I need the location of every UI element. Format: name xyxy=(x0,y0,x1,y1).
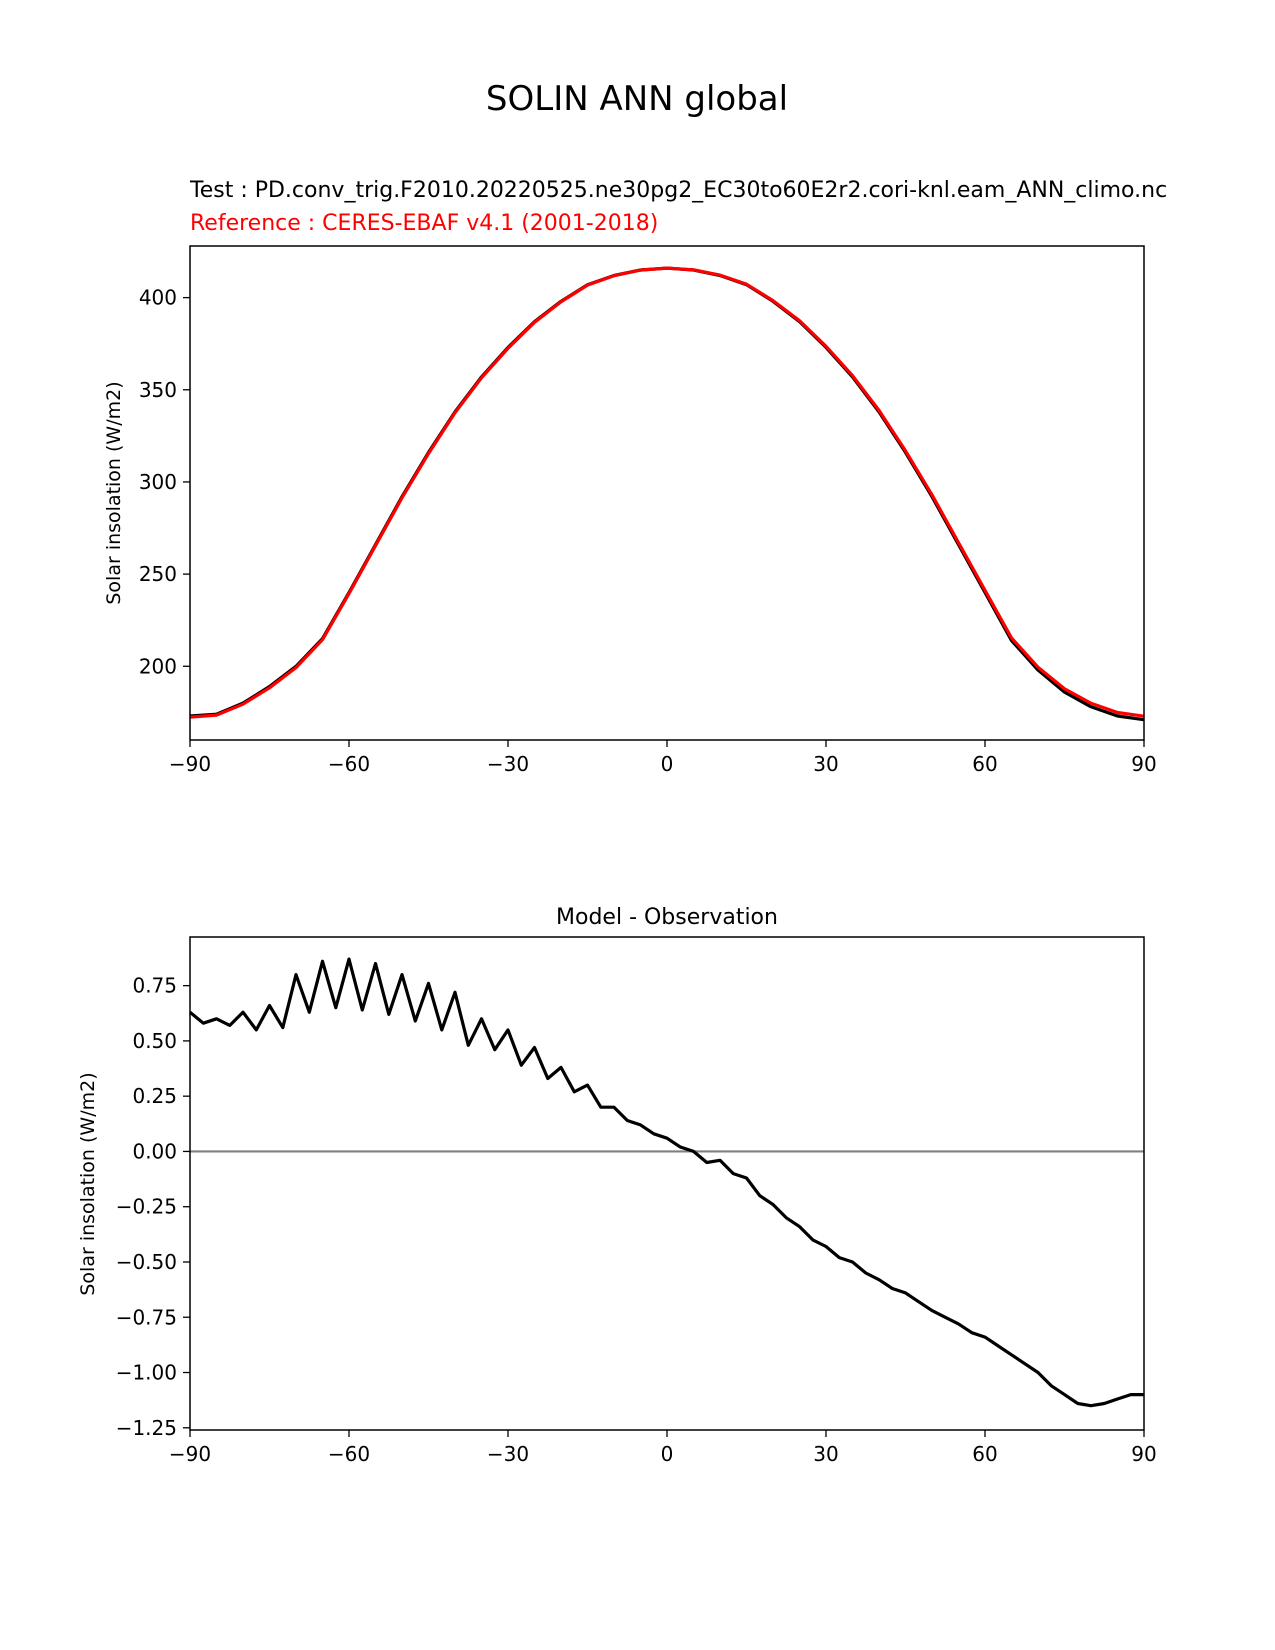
top-plot-marks xyxy=(189,266,1145,722)
bottom-y-ticks: −1.25 −1.00 −0.75 −0.50 −0.25 0.00 0.25 0.50 0.7… xyxy=(116,974,190,1440)
top-x-tick-label: 30 xyxy=(813,752,838,776)
top-y-axis-label: Solar insolation (W/m2) xyxy=(103,381,125,604)
top-reference-label: Reference : CERES-EBAF v4.1 (2001-2018) xyxy=(190,211,658,236)
bottom-panel: Model - Observation Solar insolation (W/… xyxy=(77,905,1157,1466)
bottom-series-difference-line xyxy=(188,957,1144,1408)
bottom-y-tick-label: −0.50 xyxy=(116,1250,177,1274)
bottom-plot-marks xyxy=(188,957,1144,1408)
top-x-tick-label: −30 xyxy=(487,752,529,776)
top-x-tick-label: −90 xyxy=(169,752,211,776)
top-panel: Test : PD.conv_trig.F2010.20220525.ne30p… xyxy=(103,178,1167,776)
bottom-y-tick-label: −1.00 xyxy=(116,1361,177,1385)
top-x-tick-label: 90 xyxy=(1131,752,1156,776)
figure-title: SOLIN ANN global xyxy=(486,79,788,119)
bottom-y-tick-label: −0.25 xyxy=(116,1195,177,1219)
bottom-x-tick-label: 30 xyxy=(813,1442,838,1466)
top-y-tick-label: 400 xyxy=(139,286,177,310)
bottom-plot-frame xyxy=(189,936,1145,1431)
top-x-tick-label: 60 xyxy=(972,752,997,776)
bottom-panel-title: Model - Observation xyxy=(556,905,778,930)
top-plot-frame xyxy=(189,245,1145,741)
bottom-x-tick-label: −30 xyxy=(487,1442,529,1466)
top-y-tick-label: 350 xyxy=(139,378,177,402)
top-x-tick-label: 0 xyxy=(661,752,674,776)
bottom-y-tick-label: 0.25 xyxy=(132,1084,177,1108)
top-y-tick-label: 300 xyxy=(139,470,177,494)
bottom-x-tick-label: −60 xyxy=(328,1442,370,1466)
bottom-y-tick-label: −0.75 xyxy=(116,1305,177,1329)
top-y-ticks: 200 250 300 350 400 xyxy=(139,286,190,678)
bottom-y-tick-label: 0.00 xyxy=(132,1139,177,1163)
top-x-ticks: −90 −60 −30 0 30 60 90 xyxy=(169,740,1157,776)
top-series-test-line xyxy=(189,266,1145,722)
bottom-y-axis-label: Solar insolation (W/m2) xyxy=(77,1072,99,1295)
bottom-y-tick-label: 0.50 xyxy=(132,1029,177,1053)
bottom-y-tick-label: −1.25 xyxy=(116,1416,177,1440)
bottom-x-ticks: −90 −60 −30 0 30 60 90 xyxy=(169,1430,1157,1466)
top-y-tick-label: 200 xyxy=(139,654,177,678)
bottom-x-tick-label: 0 xyxy=(661,1442,674,1466)
bottom-x-tick-label: 90 xyxy=(1131,1442,1156,1466)
top-series-reference-line xyxy=(189,266,1145,719)
bottom-y-tick-label: 0.75 xyxy=(132,974,177,998)
top-x-tick-label: −60 xyxy=(328,752,370,776)
bottom-x-tick-label: −90 xyxy=(169,1442,211,1466)
bottom-x-tick-label: 60 xyxy=(972,1442,997,1466)
top-y-tick-label: 250 xyxy=(139,562,177,586)
top-test-label: Test : PD.conv_trig.F2010.20220525.ne30p… xyxy=(189,178,1167,203)
